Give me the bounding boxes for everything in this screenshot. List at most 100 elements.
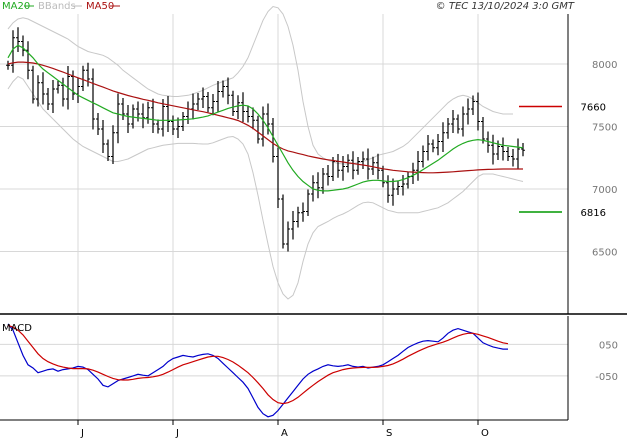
ohlc-bar <box>176 117 180 138</box>
price-level-label: 7660 <box>581 103 606 114</box>
macd-tick-label: -050 <box>595 372 618 383</box>
ohlc-bar <box>126 105 130 133</box>
ohlc-bar <box>376 153 380 180</box>
legend-ma50-label: MA50 <box>86 1 114 12</box>
ohlc-bar <box>21 35 25 57</box>
ohlc-bar <box>371 156 375 175</box>
ohlc-bar <box>361 151 365 169</box>
legend-ma20-label: MA20 <box>2 1 30 12</box>
ohlc-bar <box>141 103 145 129</box>
ohlc-bar <box>401 175 405 196</box>
ohlc-bar <box>81 65 85 91</box>
ohlc-bar <box>516 138 520 170</box>
ohlc-bar <box>86 62 90 87</box>
ohlc-bar <box>261 106 265 147</box>
ohlc-bars <box>6 27 525 252</box>
ohlc-bar <box>76 77 80 103</box>
x-tick-label: S <box>386 428 392 439</box>
ohlc-bar <box>216 81 220 112</box>
ohlc-bar <box>51 80 55 113</box>
ohlc-bar <box>151 98 155 133</box>
ohlc-bar <box>336 154 340 178</box>
ohlc-bar <box>226 77 230 105</box>
ohlc-bar <box>506 147 510 161</box>
ohlc-bar <box>236 95 240 119</box>
ohlc-bar <box>26 41 30 80</box>
moving-averages <box>7 44 524 192</box>
ohlc-bar <box>61 77 65 107</box>
ohlc-bar <box>521 143 525 157</box>
ohlc-bar <box>291 211 295 240</box>
price-tick-label: 7500 <box>592 123 617 134</box>
ohlc-bar <box>31 65 35 104</box>
ohlc-bar <box>166 96 170 132</box>
ohlc-bar <box>396 180 400 195</box>
ohlc-bar <box>491 134 495 165</box>
ohlc-bar <box>386 175 390 203</box>
ohlc-bar <box>351 151 355 180</box>
ohlc-bar <box>411 162 415 184</box>
ohlc-bar <box>281 194 285 249</box>
price-levels: 7660 6816 <box>519 103 606 219</box>
x-tick-label: O <box>481 428 489 439</box>
ohlc-bar <box>96 113 100 135</box>
copyright-text: © TEC 13/10/2024 3:0 GMT <box>436 1 575 12</box>
ohlc-bar <box>206 92 210 113</box>
ohlc-bar <box>56 80 60 94</box>
ohlc-bar <box>446 118 450 139</box>
ohlc-bar <box>106 139 110 161</box>
ohlc-bar <box>501 137 505 161</box>
ma20-line <box>7 44 524 192</box>
legend-bbands-label: BBands <box>38 1 76 12</box>
ohlc-bar <box>246 105 250 123</box>
ohlc-bar <box>326 165 330 186</box>
ohlc-bar <box>251 107 255 130</box>
macd-tick-label: 050 <box>599 340 618 351</box>
bb-lower-line <box>7 75 524 300</box>
ohlc-bar <box>391 178 395 206</box>
ohlc-bar <box>476 92 480 131</box>
ohlc-bar <box>156 119 160 134</box>
ohlc-bar <box>406 172 410 189</box>
ohlc-bar <box>436 134 440 156</box>
ohlc-bar <box>431 139 435 153</box>
macd-gridlines <box>0 343 568 377</box>
ohlc-bar <box>451 110 455 133</box>
ohlc-bar <box>286 221 290 252</box>
ohlc-bar <box>121 98 125 120</box>
ma50-line <box>7 61 523 174</box>
ohlc-bar <box>461 106 465 137</box>
ohlc-bar <box>211 94 215 116</box>
price-level-label: 6816 <box>581 208 606 219</box>
ohlc-bar <box>356 157 360 175</box>
ohlc-bar <box>456 114 460 134</box>
panel-frames <box>0 14 627 421</box>
ohlc-bar <box>6 60 10 70</box>
ohlc-bar <box>46 88 50 110</box>
price-y-axis: 8000 7500 7000 6500 <box>592 60 617 259</box>
ohlc-bar <box>181 112 185 131</box>
ohlc-bar <box>186 101 190 124</box>
ohlc-bar <box>231 90 235 116</box>
macd-y-axis: 050 -050 <box>595 340 618 383</box>
ohlc-bar <box>201 87 205 108</box>
macd-series-line <box>7 324 509 405</box>
ohlc-bar <box>296 206 300 228</box>
ohlc-bar <box>171 115 175 135</box>
ohlc-bar <box>241 92 245 122</box>
ohlc-bar <box>111 125 115 164</box>
price-tick-label: 8000 <box>592 60 617 71</box>
ohlc-bar <box>41 72 45 105</box>
ohlc-bar <box>441 122 445 152</box>
ohlc-bar <box>161 99 165 137</box>
ohlc-bar <box>466 98 470 125</box>
ohlc-bar <box>256 115 260 144</box>
x-tick-label: J <box>175 428 179 439</box>
ohlc-bar <box>91 68 95 130</box>
ohlc-bar <box>426 135 430 161</box>
ohlc-bar <box>316 172 320 199</box>
ohlc-bar <box>511 149 515 167</box>
ohlc-bar <box>116 93 120 144</box>
bollinger-bands <box>7 5 524 300</box>
